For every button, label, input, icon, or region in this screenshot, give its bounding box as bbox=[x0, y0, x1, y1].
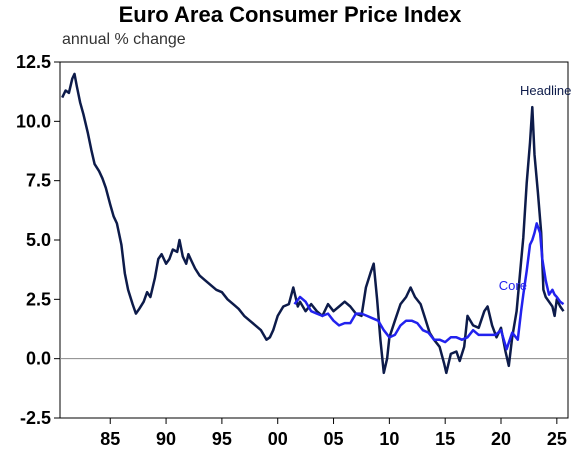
x-tick-label: 20 bbox=[491, 429, 511, 449]
series-label-core: Core bbox=[499, 278, 527, 293]
x-tick-label: 00 bbox=[268, 429, 288, 449]
annotation-layer: Headline Core bbox=[499, 83, 572, 293]
x-tick-label: 15 bbox=[435, 429, 455, 449]
chart-subtitle: annual % change bbox=[62, 31, 186, 48]
x-tick-label: 85 bbox=[100, 429, 120, 449]
y-tick-label: 2.5 bbox=[26, 289, 51, 309]
y-tick-label: 5.0 bbox=[26, 230, 51, 250]
chart-title: Euro Area Consumer Price Index bbox=[119, 2, 463, 27]
x-tick-label: 10 bbox=[379, 429, 399, 449]
series-layer bbox=[61, 72, 565, 375]
y-tick-label: 0.0 bbox=[26, 349, 51, 369]
series-label-headline: Headline bbox=[520, 83, 571, 98]
y-tick-label: -2.5 bbox=[20, 408, 51, 428]
y-tick-label: 7.5 bbox=[26, 171, 51, 191]
y-tick-label: 12.5 bbox=[16, 52, 51, 72]
x-tick-label: 25 bbox=[547, 429, 567, 449]
x-tick-label: 05 bbox=[324, 429, 344, 449]
series-line-core bbox=[293, 222, 565, 351]
x-tick-label: 95 bbox=[212, 429, 232, 449]
x-axis-ticks: 85 90 95 00 05 10 15 20 25 bbox=[100, 418, 567, 449]
x-tick-label: 90 bbox=[156, 429, 176, 449]
y-axis-ticks: 12.5 10.0 7.5 5.0 2.5 0.0 -2.5 bbox=[16, 52, 60, 428]
y-tick-label: 10.0 bbox=[16, 111, 51, 131]
plot-area-frame bbox=[59, 61, 569, 419]
series-line-headline bbox=[61, 72, 565, 375]
